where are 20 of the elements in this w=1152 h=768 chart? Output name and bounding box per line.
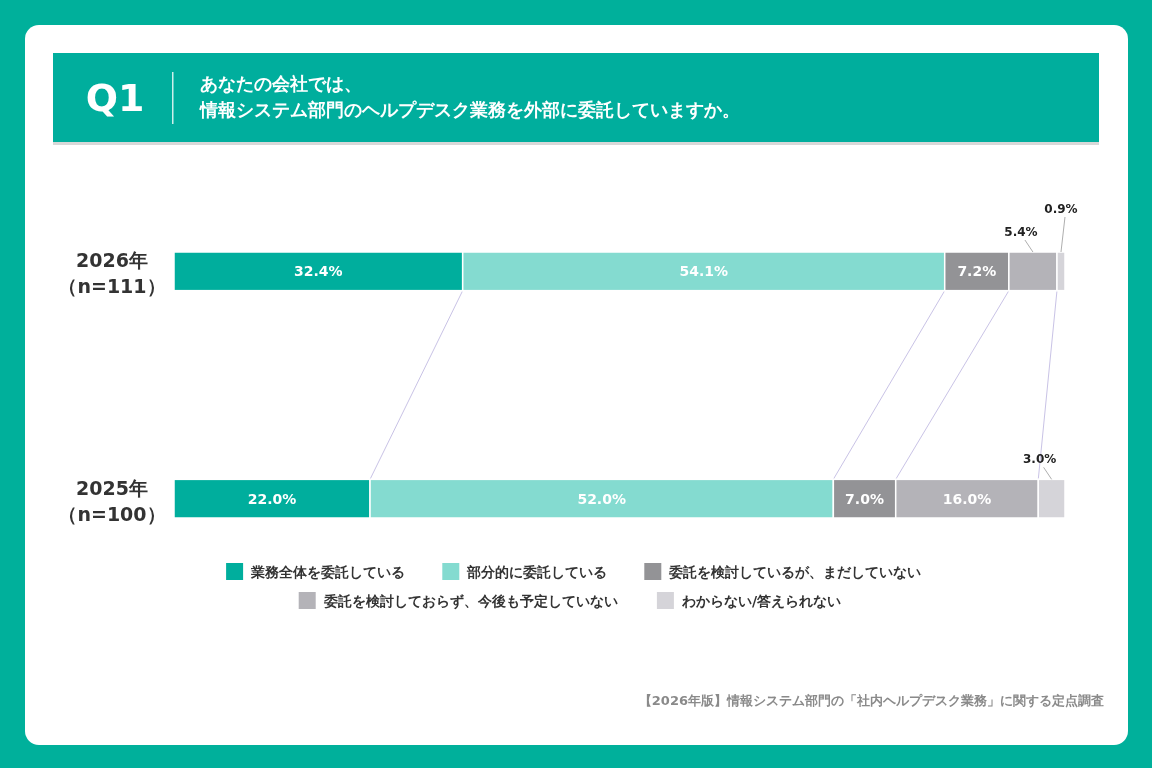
- data-label: 22.0%: [247, 490, 297, 507]
- chart-title: Q1: [85, 76, 145, 120]
- legend-label: 委託を検討しているが、まだしていない: [668, 564, 922, 580]
- legend-label: 業務全体を委託している: [250, 564, 406, 580]
- data-label: 7.2%: [957, 263, 997, 280]
- data-label: 52.0%: [577, 490, 626, 507]
- chart-subtitle: あなたの会社では、情報システム部門のヘルプデスク業務を外部に委託していますか。: [199, 73, 740, 120]
- y-tick-label: 2025年（n=100）: [58, 476, 166, 525]
- y-tick-label: 2026年（n=111）: [58, 249, 166, 298]
- legend-label: 部分的に委託している: [466, 564, 608, 580]
- data-label: 54.1%: [679, 263, 728, 280]
- data-label: 16.0%: [942, 490, 992, 507]
- data-label: 0.9%: [1044, 202, 1078, 216]
- legend-label: わからない/答えられない: [680, 593, 842, 609]
- text: 【2026年版】情報システム部門の「社内ヘルプデスク業務」に関する定点調査: [638, 693, 1104, 708]
- legend-label: 委託を検討しておらず、今後も予定していない: [322, 593, 618, 610]
- data-label: 3.0%: [1022, 452, 1057, 467]
- data-label: 5.4%: [1004, 225, 1038, 239]
- data-label: 7.0%: [845, 490, 884, 507]
- data-label: 32.4%: [294, 263, 343, 280]
